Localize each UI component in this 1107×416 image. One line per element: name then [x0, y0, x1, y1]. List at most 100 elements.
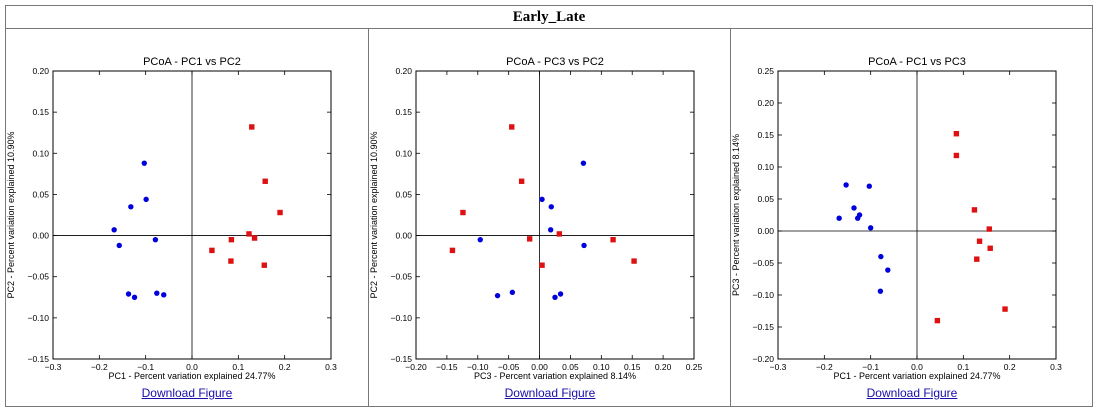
data-point-square [974, 256, 980, 262]
data-point-square [987, 245, 993, 251]
data-point-square [251, 235, 258, 241]
data-point-circle [580, 160, 587, 166]
data-point-circle [477, 236, 483, 243]
data-point-circle [877, 288, 884, 294]
data-point-square [262, 178, 268, 184]
data-point-square [509, 124, 515, 130]
data-point-square [631, 258, 637, 264]
y-tick-label: 0.05 [757, 194, 774, 204]
data-point-circle [885, 267, 891, 273]
x-tick-label: 0.2 [1004, 362, 1016, 372]
y-tick-label: −0.05 [390, 272, 412, 282]
y-tick-label: 0.00 [395, 231, 412, 241]
data-point-circle [854, 215, 861, 221]
download-figure-link[interactable]: Download Figure [866, 386, 958, 400]
data-point-square [460, 209, 466, 216]
data-point-square [526, 236, 533, 242]
x-tick-label: −0.1 [137, 362, 154, 372]
x-tick-label: 0.25 [686, 362, 703, 372]
data-point-circle [843, 182, 849, 188]
data-point-square [228, 236, 235, 243]
y-tick-label: −0.05 [752, 258, 774, 268]
y-tick-label: −0.15 [390, 354, 412, 364]
data-point-square [976, 238, 983, 244]
x-tick-label: −0.20 [405, 362, 427, 372]
y-tick-label: −0.20 [752, 354, 774, 364]
data-point-square [209, 247, 215, 254]
data-point-circle [867, 225, 874, 231]
data-point-square [249, 124, 255, 130]
x-tick-label: 0.0 [911, 362, 923, 372]
data-point-square [518, 178, 525, 184]
title-bar: Early_Late [6, 6, 1092, 29]
data-point-circle [161, 292, 167, 298]
data-point-square [934, 317, 941, 324]
data-point-circle [494, 292, 501, 299]
data-point-circle [851, 205, 857, 211]
y-tick-label: 0.15 [395, 107, 412, 117]
data-point-square [539, 262, 545, 268]
y-axis-label: PC2 - Percent variation explained 10.90% [369, 131, 379, 298]
y-tick-label: 0.15 [757, 130, 774, 140]
data-point-square [246, 231, 252, 237]
data-point-circle [548, 204, 554, 210]
figure-frame: Early_Late PCoA - PC1 vs PC2 −0.3 −0.2 −0.1… [5, 5, 1093, 407]
data-point-circle [836, 215, 842, 221]
data-point-square [261, 262, 267, 268]
y-tick-label: 0.10 [757, 162, 774, 172]
data-point-square [610, 236, 616, 243]
data-point-square [953, 152, 960, 159]
x-axis-label: PC3 - Percent variation explained 8.14% [474, 371, 636, 381]
data-point-circle [125, 291, 132, 297]
data-point-square [449, 247, 456, 254]
y-tick-label: 0.20 [757, 98, 774, 108]
x-tick-label: 0.2 [279, 362, 291, 372]
y-tick-label: 0.15 [32, 107, 49, 117]
y-tick-label: 0.10 [32, 148, 49, 158]
y-tick-label: −0.15 [752, 322, 774, 332]
data-point-circle [152, 236, 159, 243]
data-point-circle [143, 196, 149, 203]
y-axis-label: PC3 - Percent variation explained 8.14% [731, 134, 741, 296]
data-point-circle [128, 204, 134, 210]
y-tick-label: 0.00 [32, 231, 49, 241]
data-point-circle [141, 160, 147, 166]
data-point-circle [547, 227, 554, 233]
y-tick-label: 0.20 [395, 66, 412, 76]
x-tick-label: 0.3 [325, 362, 337, 372]
x-tick-label: 0.1 [232, 362, 244, 372]
x-tick-label: −0.10 [467, 362, 489, 372]
y-tick-label: −0.05 [27, 272, 49, 282]
y-tick-label: −0.10 [752, 290, 774, 300]
y-tick-label: 0.25 [757, 66, 774, 76]
data-point-circle [116, 242, 122, 249]
data-point-square [1002, 306, 1008, 312]
download-figure-link[interactable]: Download Figure [141, 386, 233, 400]
data-point-square [986, 226, 992, 232]
x-tick-label: 0.0 [186, 362, 198, 372]
x-tick-label: −0.3 [770, 362, 787, 372]
data-point-circle [581, 242, 587, 249]
data-point-circle [539, 196, 545, 203]
x-tick-label: 0.3 [1050, 362, 1062, 372]
download-figure-link[interactable]: Download Figure [504, 386, 596, 400]
x-tick-label: −0.1 [862, 362, 879, 372]
data-point-circle [131, 294, 138, 300]
x-tick-label: 0.00 [531, 362, 548, 372]
y-tick-label: 0.10 [395, 148, 412, 158]
pcoa-plot-pc1-pc3: PCoA - PC1 vs PC3 −0.3 −0.2 −0.1 0.0 0.1 0.2 0.… [731, 56, 1062, 381]
panel-pc1-pc2: PCoA - PC1 vs PC2 −0.3 −0.2 −0.1 0.0 0.1 0.2 0.… [6, 29, 368, 406]
data-point-square [556, 231, 563, 237]
y-tick-label: 0.05 [395, 189, 412, 199]
data-point-circle [154, 290, 160, 296]
x-tick-label: −0.05 [498, 362, 520, 372]
page-title: Early_Late [512, 9, 586, 25]
pcoa-plot-pc3-pc2: PCoA - PC3 vs PC2−0.20 −0.15 −0.10 −0.05 0.0… [369, 56, 703, 381]
panel-pc3-pc2: PCoA - PC3 vs PC2 −0.20 −0.15 −0.10 −0.05 0.0… [368, 29, 731, 406]
y-tick-label: −0.15 [27, 354, 49, 364]
panel-pc1-pc3: PCoA - PC1 vs PC3 −0.3 −0.2 −0.1 0.0 0.1 0.2 0.… [730, 29, 1093, 406]
x-axis-label: PC1 - Percent variation explained 24.77% [108, 371, 275, 381]
x-tick-label: −0.3 [45, 362, 62, 372]
x-tick-label: 0.20 [655, 362, 672, 372]
x-tick-label: −0.15 [436, 362, 458, 372]
